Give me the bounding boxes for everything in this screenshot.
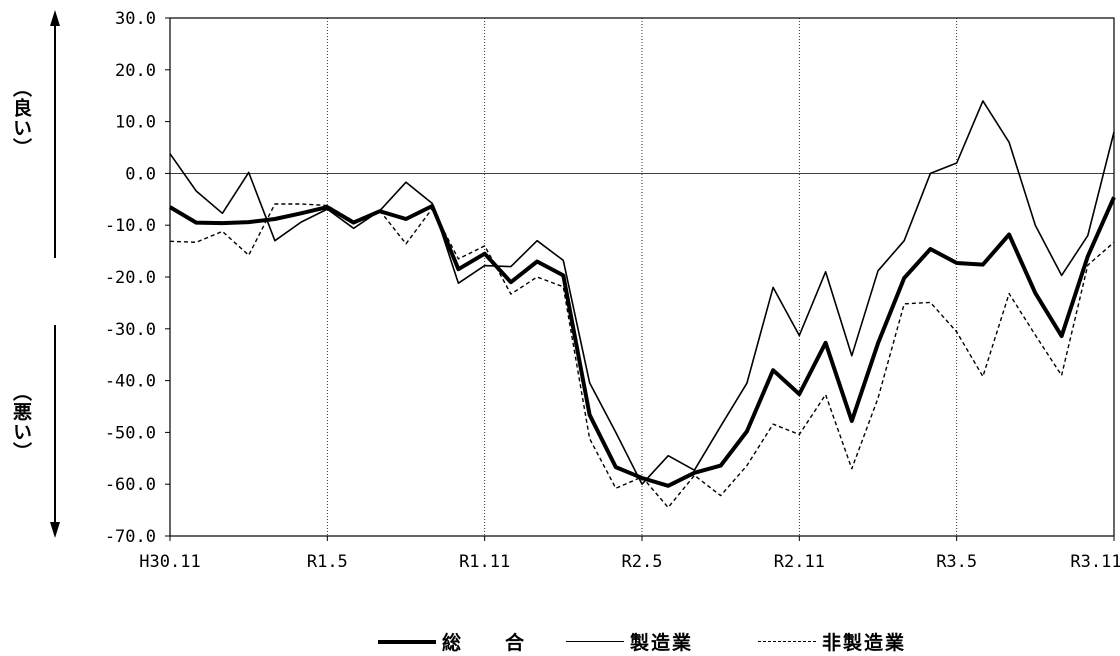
series-line-thick (168, 196, 1116, 488)
up-arrow-icon (50, 10, 60, 26)
y-tick-label: -60.0 (105, 475, 156, 495)
y-tick-label: 10.0 (115, 113, 156, 133)
direction-arrows (50, 10, 60, 538)
y-tick-label: 20.0 (115, 61, 156, 81)
down-arrow-icon (50, 522, 60, 538)
bad-label: （悪い） (10, 382, 32, 462)
legend-label: 非製造業 (822, 632, 907, 654)
x-tick-label: H30.11 (139, 552, 200, 572)
x-tick-label: R3.11 (1070, 552, 1120, 572)
chart-series (168, 100, 1116, 509)
legend-item-manufacturing: 製造業 (566, 628, 693, 655)
chart-axes (165, 17, 1115, 541)
x-tick-label: R2.5 (622, 552, 663, 572)
y-tick-label: -50.0 (105, 423, 156, 443)
y-tick-label: -30.0 (105, 320, 156, 340)
x-tick-label: R3.5 (936, 552, 977, 572)
y-tick-label: -10.0 (105, 216, 156, 236)
legend-label: 総 合 (442, 632, 527, 654)
y-tick-label: -20.0 (105, 268, 156, 288)
chart-grid (170, 18, 1114, 536)
good-label: （良い） (10, 78, 32, 158)
chart-legend: 総 合 製造業 非製造業 (0, 628, 1120, 654)
legend-label: 製造業 (630, 632, 694, 654)
y-tick-label: 0.0 (125, 164, 156, 184)
y-tick-labels: 30.0 20.0 10.0 0.0 -10.0 -20.0 -30.0 -40.0 -50.0… (105, 9, 156, 547)
y-tick-label: 30.0 (115, 9, 156, 29)
line-chart: 30.0 20.0 10.0 0.0 -10.0 -20.0 -30.0 -40.0 -50.0… (105, 9, 1120, 572)
y-tick-label: -70.0 (105, 527, 156, 547)
x-tick-label: R1.11 (459, 552, 510, 572)
legend-item-total: 総 合 (378, 628, 526, 655)
series-line-dashed (169, 203, 1115, 509)
legend-swatch-dashed (758, 641, 816, 642)
legend-swatch-thick (378, 639, 436, 644)
x-tick-label: R2.11 (774, 552, 825, 572)
legend-swatch-solid (566, 641, 624, 642)
x-tick-labels: H30.11 R1.5 R1.11 R2.5 R2.11 R3.5 R3.11 (139, 552, 1120, 572)
y-tick-label: -40.0 (105, 372, 156, 392)
legend-item-non-manufacturing: 非製造業 (758, 628, 906, 655)
x-tick-label: R1.5 (307, 552, 348, 572)
